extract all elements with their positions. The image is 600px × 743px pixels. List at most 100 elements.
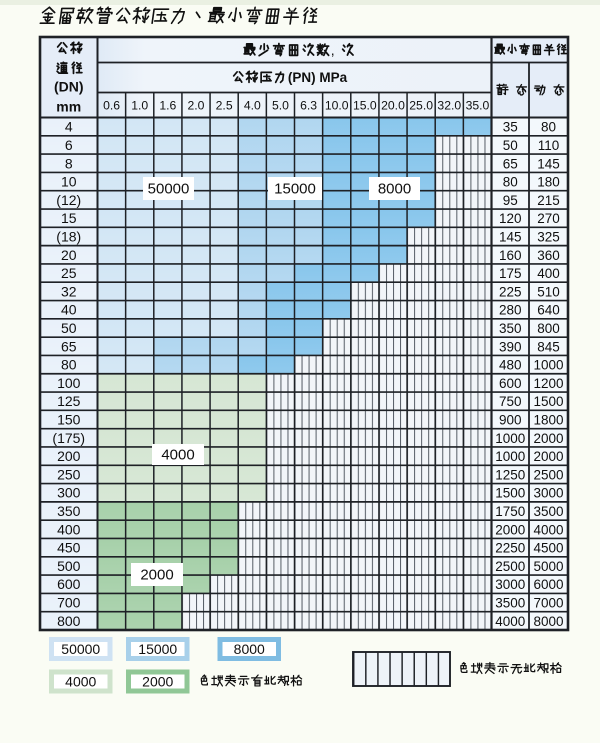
svg-text:10.0: 10.0 [325, 99, 349, 113]
svg-text:500: 500 [57, 558, 81, 574]
svg-text:6000: 6000 [533, 577, 563, 592]
svg-text:1000: 1000 [533, 358, 563, 373]
svg-text:80: 80 [503, 175, 518, 190]
svg-text:510: 510 [537, 284, 560, 299]
svg-text:20.0: 20.0 [381, 99, 405, 113]
svg-text:845: 845 [537, 339, 560, 354]
svg-text:(PN) MPa: (PN) MPa [288, 70, 348, 85]
svg-text:1000: 1000 [495, 449, 525, 464]
svg-text:750: 750 [499, 394, 522, 409]
svg-text:200: 200 [57, 448, 81, 464]
svg-text:65: 65 [61, 338, 77, 354]
svg-text:3500: 3500 [533, 504, 563, 519]
svg-text:2250: 2250 [495, 541, 525, 556]
svg-text:600: 600 [499, 376, 522, 391]
svg-text:700: 700 [57, 595, 81, 611]
svg-text:350: 350 [57, 503, 81, 519]
svg-text:360: 360 [537, 248, 560, 263]
svg-text:15.0: 15.0 [353, 99, 377, 113]
svg-text:(DN): (DN) [54, 79, 84, 95]
svg-text:150: 150 [57, 412, 81, 428]
svg-text:15000: 15000 [138, 641, 177, 657]
svg-text:280: 280 [499, 303, 522, 318]
svg-text:35.0: 35.0 [466, 99, 490, 113]
svg-text:2500: 2500 [495, 559, 525, 574]
svg-text:50: 50 [61, 320, 77, 336]
svg-text:8000: 8000 [234, 641, 265, 657]
svg-text:600: 600 [57, 576, 81, 592]
svg-text:7000: 7000 [533, 596, 563, 611]
svg-text:125: 125 [57, 393, 81, 409]
svg-text:2000: 2000 [533, 449, 563, 464]
svg-text:4.0: 4.0 [244, 99, 261, 113]
svg-text:145: 145 [537, 156, 560, 171]
svg-text:2000: 2000 [140, 567, 173, 584]
svg-text:160: 160 [499, 248, 522, 263]
svg-text:(175): (175) [52, 430, 85, 446]
svg-text:4000: 4000 [495, 614, 525, 629]
svg-text:145: 145 [499, 229, 522, 244]
svg-text:250: 250 [57, 466, 81, 482]
svg-text:450: 450 [57, 540, 81, 556]
svg-text:2000: 2000 [142, 674, 173, 690]
svg-text:110: 110 [538, 138, 560, 153]
svg-text:5.0: 5.0 [272, 99, 289, 113]
svg-text:80: 80 [541, 120, 556, 135]
svg-text:1250: 1250 [495, 467, 525, 482]
svg-text:640: 640 [537, 303, 560, 318]
svg-text:50000: 50000 [148, 181, 190, 198]
svg-text:325: 325 [537, 229, 560, 244]
svg-text:6.3: 6.3 [300, 99, 317, 113]
svg-text:3000: 3000 [533, 486, 563, 501]
svg-text:50000: 50000 [61, 641, 100, 657]
svg-text:(12): (12) [56, 192, 81, 208]
svg-text:3000: 3000 [495, 577, 525, 592]
svg-text:50: 50 [503, 138, 518, 153]
svg-text:175: 175 [499, 266, 522, 281]
svg-text:3500: 3500 [495, 596, 525, 611]
svg-text:225: 225 [499, 284, 522, 299]
svg-text:1.0: 1.0 [131, 99, 148, 113]
svg-text:8000: 8000 [378, 181, 411, 198]
svg-text:1000: 1000 [495, 431, 525, 446]
svg-text:40: 40 [61, 302, 77, 318]
svg-text:,: , [331, 42, 335, 58]
svg-text:480: 480 [499, 358, 522, 373]
svg-text:95: 95 [503, 193, 518, 208]
svg-text:32: 32 [61, 283, 77, 299]
svg-text:1500: 1500 [495, 486, 525, 501]
svg-text:350: 350 [499, 321, 522, 336]
svg-text:4: 4 [65, 119, 73, 135]
svg-text:100: 100 [57, 375, 81, 391]
svg-text:300: 300 [57, 485, 81, 501]
svg-text:390: 390 [499, 339, 522, 354]
svg-text:35: 35 [503, 120, 518, 135]
svg-text:400: 400 [57, 521, 81, 537]
svg-text:8: 8 [65, 155, 73, 171]
svg-text:20: 20 [61, 247, 77, 263]
svg-text:15000: 15000 [274, 181, 316, 198]
svg-text:(18): (18) [56, 228, 81, 244]
svg-text:900: 900 [499, 413, 522, 428]
svg-text:0.6: 0.6 [103, 99, 120, 113]
svg-text:25: 25 [61, 265, 77, 281]
svg-text:2.5: 2.5 [216, 99, 233, 113]
svg-text:5000: 5000 [533, 559, 563, 574]
svg-text:25.0: 25.0 [409, 99, 433, 113]
svg-text:mm: mm [56, 99, 81, 115]
svg-text:15: 15 [61, 210, 77, 226]
svg-text:2000: 2000 [495, 522, 525, 537]
svg-text:2.0: 2.0 [188, 99, 205, 113]
svg-text:180: 180 [537, 175, 560, 190]
svg-text:2500: 2500 [533, 467, 563, 482]
svg-text:1200: 1200 [533, 376, 563, 391]
svg-text:4000: 4000 [161, 447, 194, 464]
svg-text:1500: 1500 [533, 394, 563, 409]
svg-text:1.6: 1.6 [159, 99, 176, 113]
svg-text:65: 65 [503, 156, 518, 171]
svg-text:4000: 4000 [65, 674, 96, 690]
svg-text:800: 800 [537, 321, 560, 336]
svg-text:2000: 2000 [533, 431, 563, 446]
svg-text:1750: 1750 [495, 504, 525, 519]
svg-text:1800: 1800 [533, 413, 563, 428]
